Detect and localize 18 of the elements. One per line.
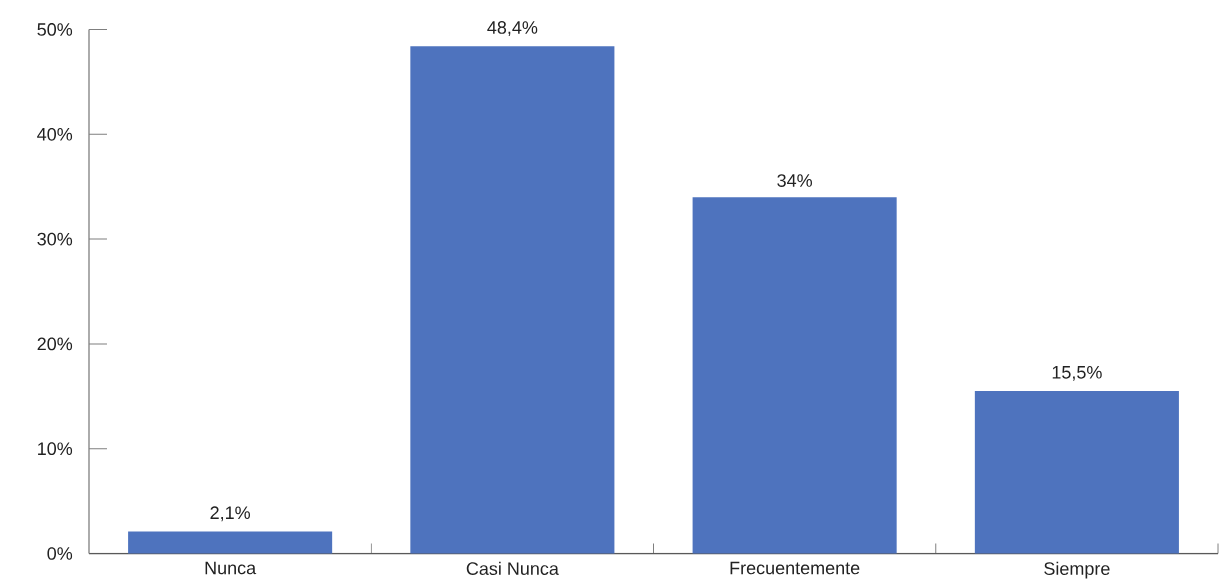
bar [974,391,1179,554]
x-tick-label: Siempre [1044,561,1110,579]
data-label: 34% [777,174,813,187]
x-tick-label: Casi Nunca [466,561,559,575]
data-label: 2,1% [210,506,250,522]
data-label: 15,5% [1052,366,1102,381]
bar [128,531,333,554]
data-label: 48,4% [487,21,538,36]
y-tick-label: 50% [37,23,73,36]
x-tick-label: Frecuentemente [730,561,860,575]
bar [410,46,615,554]
x-tick-label: Nunca [205,561,257,575]
y-tick-label: 40% [37,127,73,141]
y-tick-label: 30% [37,232,73,246]
y-tick-label: 0% [47,547,73,560]
bar [692,197,897,554]
y-tick-label: 10% [38,442,73,456]
y-tick-label: 20% [37,337,73,351]
